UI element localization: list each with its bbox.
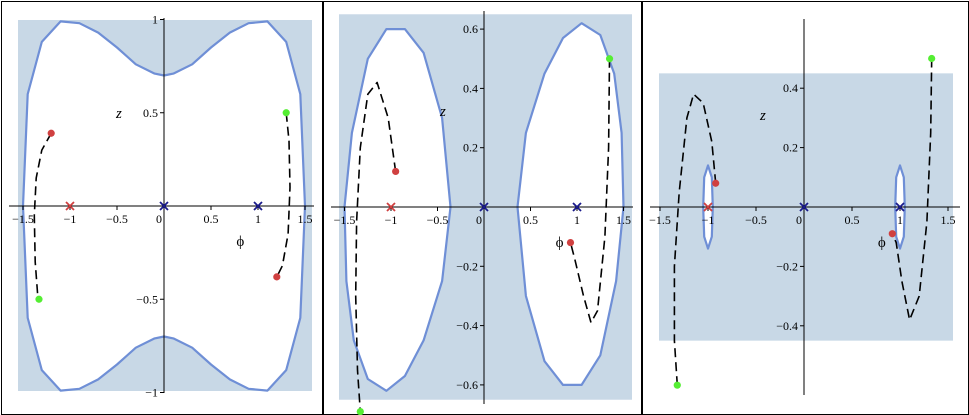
- y-tick-label: 1: [152, 13, 158, 27]
- equilibrium-marker: [386, 202, 396, 212]
- x-tick-label: 1: [255, 212, 261, 226]
- y-tick-label: 0.6: [463, 22, 478, 36]
- trajectory-curve: [569, 58, 611, 324]
- y-tick-label: −0.6: [456, 378, 478, 392]
- endpoint-dot: [928, 54, 936, 63]
- trajectory-curve: [276, 112, 291, 278]
- y-tick-label: 0.4: [463, 81, 478, 95]
- y-axis-title: z: [439, 104, 446, 120]
- equilibrium-marker: [479, 202, 489, 212]
- equilibrium-marker: [799, 202, 809, 212]
- x-tick-label: −0.5: [106, 212, 128, 226]
- boundary-curve-2: [516, 22, 625, 386]
- endpoint-dot: [605, 55, 614, 63]
- trajectory-curve: [891, 58, 933, 321]
- y-axis-title: z: [115, 106, 122, 122]
- x-tick-label: −1: [64, 212, 77, 226]
- y-axis-title: z: [759, 108, 766, 124]
- y-tick-label: 0.5: [143, 106, 158, 120]
- x-axis-title: ϕ: [878, 235, 886, 251]
- x-tick-label: −1.5: [12, 212, 34, 226]
- endpoint-dot: [712, 179, 720, 187]
- chart-panel-2: −1.5 −1 −0.5 0 0.5 1 1.5 −0.6 −0.4 −0.2 0.2 0.4 0.6 z…: [323, 1, 642, 415]
- y-tick-label: 0.2: [783, 141, 798, 155]
- endpoint-dot: [888, 230, 896, 238]
- x-tick-label: 1.5: [298, 212, 313, 226]
- endpoint-dot: [273, 273, 281, 281]
- endpoint-dot: [673, 381, 681, 389]
- x-tick-label: 1.5: [941, 213, 956, 227]
- y-tick-label: −1: [145, 386, 158, 400]
- trajectory-curve: [673, 93, 717, 386]
- equilibrium-marker: [572, 202, 582, 212]
- x-tick-label: −1.5: [334, 213, 356, 227]
- x-tick-label: −1.5: [649, 213, 671, 227]
- equilibrium-marker: [65, 201, 75, 211]
- x-tick-label: −0.5: [427, 213, 449, 227]
- boundary-fill-1: [344, 29, 451, 391]
- equilibrium-marker: [895, 202, 905, 212]
- chart-panel-3: −1.5 −1 −0.5 0 0.5 1 1.5 −0.4 −0.2 0.2 0.4 z ϕ: [642, 1, 969, 415]
- endpoint-dot: [392, 167, 400, 176]
- trajectory-curve: [354, 81, 397, 412]
- x-tick-label: −0.5: [745, 213, 767, 227]
- boundary-fill-2: [517, 23, 624, 385]
- endpoint-dot: [35, 295, 43, 303]
- endpoint-dot: [356, 407, 364, 415]
- chart-panel-1: −1.5 −1 −0.5 0 0.5 1 1.5 −1 −0.5 0.5 1 z ϕ: [1, 1, 323, 415]
- x-tick-label: −1: [385, 213, 398, 227]
- y-tick-label: −0.4: [456, 319, 478, 333]
- x-tick-label: 0: [156, 212, 162, 226]
- x-tick-label: −1: [702, 213, 715, 227]
- x-tick-label: 0.5: [845, 213, 860, 227]
- x-tick-label: 0: [796, 213, 802, 227]
- equilibrium-marker: [253, 201, 263, 211]
- x-axis-title: ϕ: [556, 235, 564, 251]
- boundary-curve-1: [343, 28, 452, 392]
- y-tick-label: −0.2: [456, 259, 478, 273]
- endpoint-dot: [566, 238, 575, 247]
- trajectory-curve: [33, 132, 52, 300]
- equilibrium-marker: [703, 202, 713, 212]
- y-tick-label: 0.2: [463, 141, 478, 155]
- endpoint-dot: [282, 109, 290, 117]
- y-tick-label: −0.4: [776, 319, 798, 333]
- x-tick-label: 1.5: [616, 213, 631, 227]
- endpoint-dot: [47, 129, 55, 137]
- x-tick-label: 0: [476, 213, 482, 227]
- equilibrium-marker: [159, 201, 169, 211]
- x-tick-label: 0.5: [204, 212, 219, 226]
- x-tick-label: 1: [897, 213, 903, 227]
- x-axis-title: ϕ: [236, 234, 244, 250]
- y-tick-label: −0.2: [776, 259, 798, 273]
- x-tick-label: 1: [574, 213, 580, 227]
- x-tick-label: 0.5: [523, 213, 538, 227]
- y-tick-label: 0.4: [783, 81, 798, 95]
- y-tick-label: −0.5: [136, 292, 158, 306]
